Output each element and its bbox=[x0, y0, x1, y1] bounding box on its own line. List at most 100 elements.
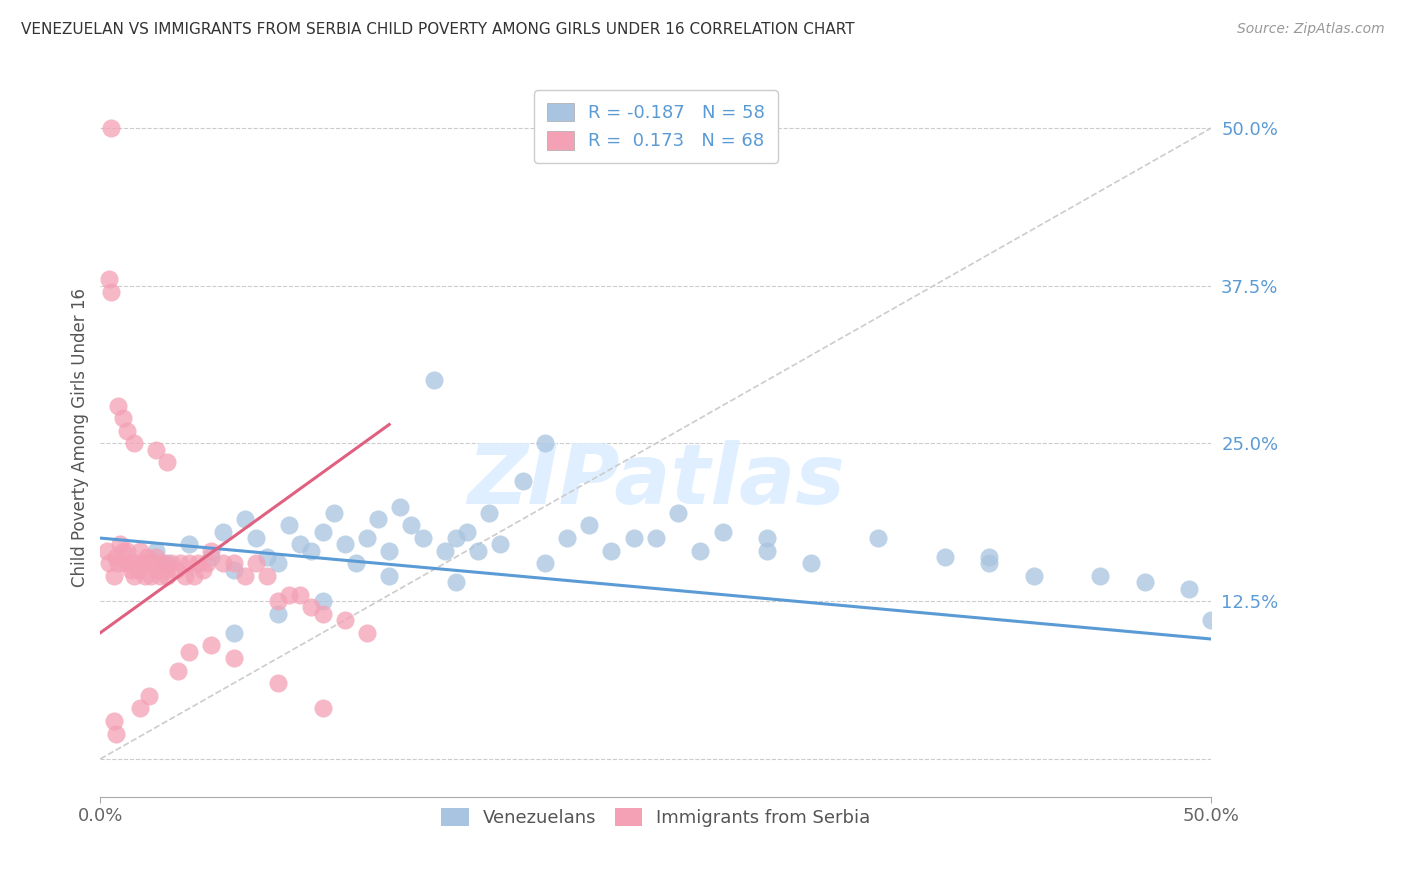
Point bbox=[444, 575, 467, 590]
Point bbox=[689, 543, 711, 558]
Point bbox=[1133, 575, 1156, 590]
Point bbox=[156, 569, 179, 583]
Point bbox=[104, 727, 127, 741]
Point bbox=[367, 512, 389, 526]
Point bbox=[222, 557, 245, 571]
Point bbox=[533, 557, 555, 571]
Point bbox=[868, 531, 890, 545]
Point bbox=[103, 714, 125, 728]
Point bbox=[533, 436, 555, 450]
Point bbox=[222, 625, 245, 640]
Point bbox=[96, 543, 118, 558]
Text: Source: ZipAtlas.com: Source: ZipAtlas.com bbox=[1237, 22, 1385, 37]
Point bbox=[100, 285, 122, 299]
Point bbox=[179, 537, 201, 551]
Point bbox=[111, 411, 134, 425]
Point bbox=[322, 506, 344, 520]
Point bbox=[256, 569, 278, 583]
Point bbox=[290, 537, 312, 551]
Point bbox=[107, 399, 129, 413]
Point bbox=[149, 569, 172, 583]
Point bbox=[145, 543, 167, 558]
Point bbox=[98, 557, 121, 571]
Point bbox=[311, 594, 333, 608]
Point bbox=[478, 506, 501, 520]
Point bbox=[233, 569, 256, 583]
Point bbox=[422, 373, 444, 387]
Point bbox=[211, 524, 233, 539]
Point bbox=[489, 537, 512, 551]
Point bbox=[179, 645, 201, 659]
Point bbox=[290, 588, 312, 602]
Point bbox=[356, 531, 378, 545]
Point bbox=[267, 607, 290, 621]
Point bbox=[711, 524, 734, 539]
Point bbox=[467, 543, 489, 558]
Point bbox=[146, 563, 169, 577]
Point bbox=[800, 557, 823, 571]
Point bbox=[301, 600, 323, 615]
Point bbox=[160, 557, 183, 571]
Point bbox=[233, 512, 256, 526]
Point bbox=[156, 557, 179, 571]
Point bbox=[211, 557, 233, 571]
Point bbox=[756, 543, 779, 558]
Point bbox=[278, 588, 301, 602]
Point bbox=[153, 563, 176, 577]
Point bbox=[278, 518, 301, 533]
Point bbox=[125, 557, 148, 571]
Point bbox=[666, 506, 689, 520]
Point bbox=[110, 537, 132, 551]
Point bbox=[344, 557, 367, 571]
Point bbox=[100, 120, 122, 135]
Point bbox=[187, 557, 209, 571]
Point bbox=[456, 524, 478, 539]
Legend: Venezuelans, Immigrants from Serbia: Venezuelans, Immigrants from Serbia bbox=[434, 801, 877, 835]
Point bbox=[444, 531, 467, 545]
Point bbox=[173, 569, 195, 583]
Point bbox=[115, 424, 138, 438]
Point bbox=[98, 272, 121, 286]
Point bbox=[138, 689, 160, 703]
Point bbox=[245, 557, 267, 571]
Point bbox=[169, 557, 191, 571]
Point bbox=[267, 594, 290, 608]
Point bbox=[136, 549, 159, 564]
Point bbox=[311, 607, 333, 621]
Point bbox=[378, 569, 401, 583]
Point bbox=[145, 442, 167, 457]
Point bbox=[200, 543, 222, 558]
Point bbox=[333, 537, 356, 551]
Point bbox=[267, 676, 290, 690]
Point bbox=[141, 569, 163, 583]
Point bbox=[623, 531, 645, 545]
Point bbox=[934, 549, 956, 564]
Text: ZIPatlas: ZIPatlas bbox=[467, 440, 845, 521]
Point bbox=[245, 531, 267, 545]
Point bbox=[131, 557, 153, 571]
Point bbox=[200, 638, 222, 652]
Point bbox=[107, 557, 129, 571]
Point bbox=[222, 651, 245, 665]
Point bbox=[378, 543, 401, 558]
Point bbox=[600, 543, 623, 558]
Point bbox=[301, 543, 323, 558]
Point bbox=[1178, 582, 1201, 596]
Point bbox=[1090, 569, 1112, 583]
Point bbox=[433, 543, 456, 558]
Point bbox=[1022, 569, 1045, 583]
Point bbox=[138, 557, 160, 571]
Point bbox=[115, 543, 138, 558]
Point bbox=[104, 549, 127, 564]
Point bbox=[555, 531, 578, 545]
Point bbox=[142, 557, 165, 571]
Point bbox=[183, 569, 205, 583]
Point bbox=[356, 625, 378, 640]
Point bbox=[195, 557, 218, 571]
Point bbox=[412, 531, 434, 545]
Point bbox=[578, 518, 600, 533]
Point bbox=[756, 531, 779, 545]
Point bbox=[118, 557, 141, 571]
Point bbox=[389, 500, 412, 514]
Point bbox=[333, 613, 356, 627]
